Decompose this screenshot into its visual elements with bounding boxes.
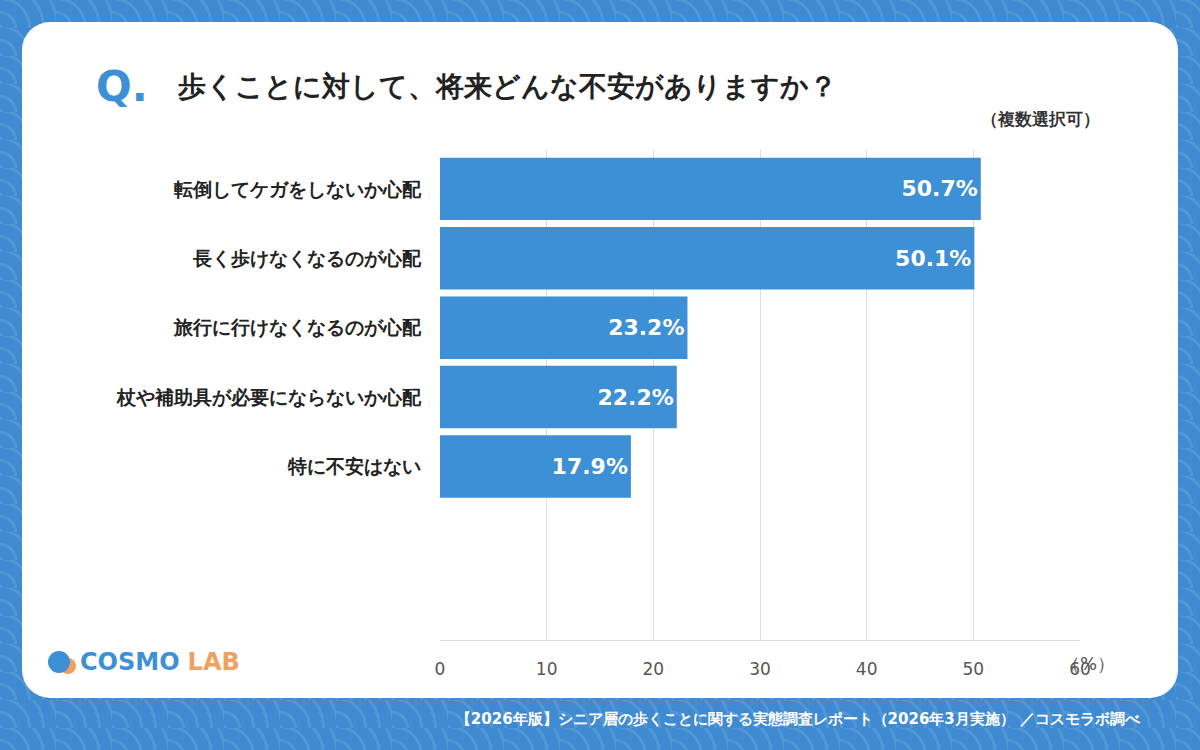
svg-text:40: 40 [856, 659, 878, 679]
svg-text:50: 50 [963, 659, 985, 679]
svg-text:特に不安はない: 特に不安はない [287, 455, 421, 477]
svg-text:旅行に行けなくなるのが心配: 旅行に行けなくなるのが心配 [173, 316, 422, 338]
svg-text:23.2%: 23.2% [608, 315, 684, 340]
svg-text:杖や補助具が必要にならないか心配: 杖や補助具が必要にならないか心配 [116, 386, 422, 408]
svg-text:長く歩けなくなるのが心配: 長く歩けなくなるのが心配 [192, 247, 422, 269]
html-text:（複数選択可）: （複数選択可） [981, 109, 1100, 129]
svg-text:60: 60 [1069, 659, 1091, 679]
html-text:歩くことに対して、将来どんな不安がありますか？: 歩くことに対して、将来どんな不安がありますか？ [178, 70, 837, 103]
svg-text:0: 0 [435, 659, 446, 679]
svg-text:17.9%: 17.9% [552, 454, 628, 479]
svg-text:50.7%: 50.7% [901, 176, 977, 201]
html-text:【2026年版】シニア層の歩くことに関する実態調査レポート（: 【2026年版】シニア層の歩くことに関する実態調査レポート（2026年3月実施）… [455, 710, 1140, 728]
svg-text:20: 20 [643, 659, 665, 679]
svg-text:30: 30 [749, 659, 771, 679]
svg-text:22.2%: 22.2% [597, 385, 673, 410]
svg-text:転倒してケガをしないか心配: 転倒してケガをしないか心配 [174, 178, 422, 200]
svg-text:10: 10 [536, 659, 558, 679]
svg-text:50.1%: 50.1% [895, 246, 971, 271]
html-text:Q.: Q. [96, 62, 148, 111]
html-text:COSMO LAB: COSMO LAB [80, 648, 240, 676]
